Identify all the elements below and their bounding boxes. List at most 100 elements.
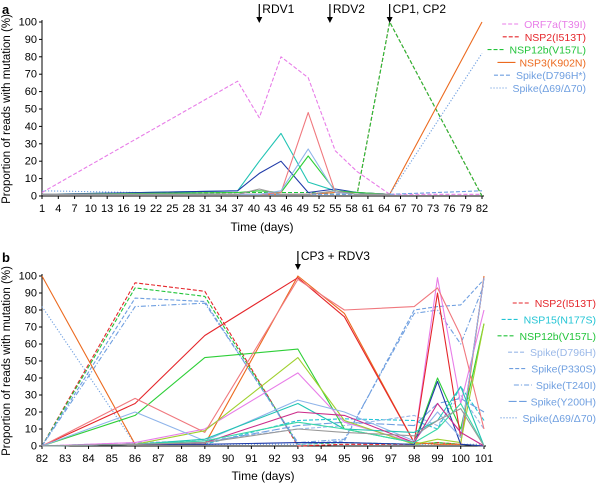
- y-tick-label: 60: [25, 339, 37, 351]
- x-tick-label: 40: [248, 203, 260, 215]
- x-tick-label: 84: [82, 453, 94, 465]
- series-line-nsp3-k902n-: [42, 21, 483, 195]
- chart-panel-a: a 0 10 20 30 40 50 60 70 80 90 100 1 4 7 10 13 16 19 22 25 28…: [1, 2, 586, 234]
- series-line-spike-d796h-: [41, 394, 485, 447]
- x-tick-label: 31: [199, 203, 211, 215]
- x-tick-label: 79: [460, 203, 472, 215]
- x-tick-label: 101: [475, 453, 493, 465]
- y-tick-label: 60: [25, 86, 37, 98]
- y-tick-label: 20: [25, 156, 37, 168]
- x-tick-label: 82: [476, 203, 488, 215]
- x-tick-label: 87: [152, 453, 164, 465]
- series-line-unlabeled-7: [41, 160, 390, 195]
- x-tick-label: 92: [269, 453, 281, 465]
- y-tick-label: 30: [25, 390, 37, 402]
- x-tick-label: 43: [264, 203, 276, 215]
- x-tick-label: 13: [101, 203, 113, 215]
- y-tick-label: 100: [19, 271, 37, 283]
- x-tick-label: 70: [411, 203, 423, 215]
- x-tick-label: 93: [292, 453, 304, 465]
- x-tick-label: 91: [245, 453, 257, 465]
- series-line-unlabeled-6: [41, 132, 390, 195]
- y-tick-label: 50: [25, 104, 37, 116]
- x-tick-label: 1: [39, 203, 45, 215]
- y-axis-title: Proportion of reads with mutation (%): [1, 14, 13, 204]
- panel-letter: a: [2, 2, 10, 17]
- x-tick-label: 25: [166, 203, 178, 215]
- y-tick-label: 70: [25, 322, 37, 334]
- x-tick-label: 98: [408, 453, 420, 465]
- legend-label: NSP12b(V157L): [520, 331, 596, 343]
- y-tick-label: 0: [31, 441, 37, 453]
- x-tick-label: 10: [85, 203, 97, 215]
- y-tick-label: 40: [25, 121, 37, 133]
- series-line-unlabeled-12: [41, 278, 485, 447]
- series-line-unlabeled-8: [41, 155, 390, 195]
- x-axis-title: Time (days): [231, 220, 294, 234]
- legend-label: NSP2(I513T): [525, 32, 586, 44]
- x-tick-label: 96: [362, 453, 374, 465]
- legend-label: Spike(T240I): [536, 380, 596, 392]
- x-tick-label: 28: [183, 203, 195, 215]
- series-line-orf7a-t39i-: [41, 56, 482, 195]
- x-tick-label: 88: [175, 453, 187, 465]
- legend-label: NSP12b(V157L): [510, 45, 586, 57]
- series-line-unlabeled-15: [41, 277, 485, 447]
- x-tick-label: 49: [297, 203, 309, 215]
- legend-label: Spike(P330S): [531, 364, 596, 376]
- legend-label: Spike(D796H): [530, 347, 596, 359]
- x-tick-label: 19: [134, 203, 146, 215]
- annotation-arrowhead: [386, 17, 393, 23]
- series-line-spike-69-70-: [41, 52, 483, 195]
- annotation-label: RDV1: [262, 2, 294, 16]
- x-tick-label: 37: [231, 203, 243, 215]
- series-line-unlabeled-11: [42, 188, 390, 195]
- legend-label: NSP15(N177S): [524, 314, 596, 326]
- series-line-unlabeled-10: [41, 277, 485, 447]
- x-tick-label: 95: [338, 453, 350, 465]
- legend-label: Spike(Y200H): [531, 396, 596, 408]
- y-tick-label: 10: [25, 424, 37, 436]
- series-line-spike-p330s-: [41, 279, 485, 447]
- x-tick-label: 83: [59, 453, 71, 465]
- series-line-unlabeled-11: [41, 277, 485, 447]
- annotation-arrowhead: [256, 17, 263, 23]
- x-tick-label: 67: [394, 203, 406, 215]
- y-tick-label: 10: [25, 173, 37, 185]
- panel-letter: b: [2, 250, 10, 265]
- y-tick-label: 90: [25, 288, 37, 300]
- x-tick-label: 64: [378, 203, 390, 215]
- legend-label: Spike(Δ69/Δ70): [522, 413, 596, 425]
- x-tick-label: 34: [215, 203, 227, 215]
- x-tick-label: 97: [385, 453, 397, 465]
- x-tick-label: 22: [150, 203, 162, 215]
- legend-label: Spike(D796H*): [516, 70, 586, 82]
- x-tick-label: 89: [199, 453, 211, 465]
- x-tick-label: 4: [55, 203, 61, 215]
- annotation-label: CP1, CP2: [393, 2, 447, 16]
- x-tick-label: 90: [222, 453, 234, 465]
- annotation-arrowhead: [294, 264, 301, 270]
- x-tick-label: 52: [313, 203, 325, 215]
- legend-label: NSP3(K902N): [519, 57, 586, 69]
- x-tick-label: 100: [452, 453, 470, 465]
- x-tick-label: 61: [362, 203, 374, 215]
- series-line-unlabeled-10: [42, 148, 390, 195]
- y-tick-label: 70: [25, 69, 37, 81]
- legend-label: ORF7a(T39I): [524, 19, 586, 31]
- x-tick-label: 16: [117, 203, 129, 215]
- x-tick-label: 94: [315, 453, 327, 465]
- series-line-spike-t240i-: [41, 284, 485, 447]
- y-tick-label: 100: [19, 17, 37, 29]
- y-tick-label: 50: [25, 356, 37, 368]
- y-tick-label: 90: [25, 34, 37, 46]
- x-tick-label: 7: [72, 203, 78, 215]
- y-tick-label: 80: [25, 51, 37, 63]
- x-tick-label: 99: [431, 453, 443, 465]
- series-line-unlabeled-19: [41, 408, 485, 447]
- x-tick-label: 46: [280, 203, 292, 215]
- series-line-unlabeled-13: [41, 323, 485, 447]
- x-tick-label: 58: [346, 203, 358, 215]
- y-tick-label: 80: [25, 305, 37, 317]
